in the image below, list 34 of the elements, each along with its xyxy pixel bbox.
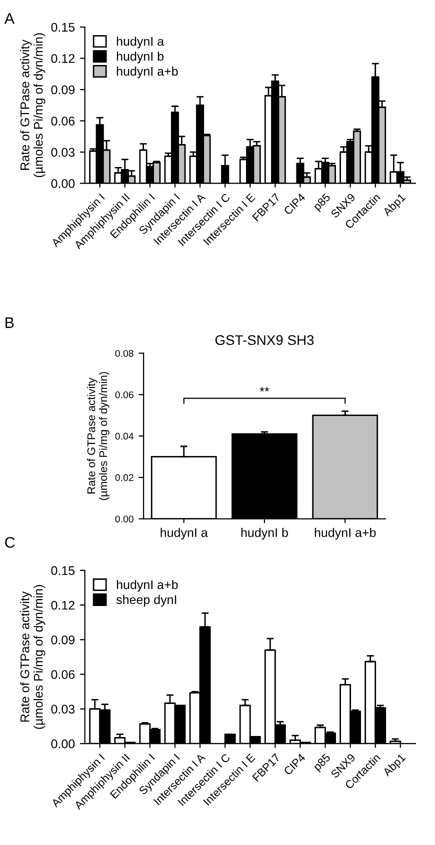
y-tick-label: 0.06 — [51, 116, 75, 126]
y-tick-label: 0.00 — [115, 516, 134, 522]
legend-label: sheep dynI — [116, 594, 176, 607]
x-tick-label: hudynI b — [241, 528, 288, 540]
y-tick-label: 0.03 — [51, 148, 75, 157]
y-tick-label: 0.12 — [51, 54, 74, 63]
x-tick-label: p85 — [312, 192, 332, 212]
y-tick-label: 0.09 — [51, 85, 75, 94]
y-axis-title: Rate of GTPase activity (µmoles Pi/mg of dyn/min) — [20, 33, 46, 178]
legend-label: hudynI b — [116, 52, 164, 64]
chart-title: GST-SNX9 SH3 — [215, 335, 314, 346]
text: A — [4, 13, 15, 24]
x-tick-label: hudynI a+b — [314, 528, 376, 540]
y-tick-label: 0.15 — [51, 566, 75, 576]
y-tick-label: 0.02 — [115, 474, 134, 482]
legend-label: hudynI a+b — [116, 66, 178, 78]
y-tick-label: 0.00 — [51, 179, 75, 188]
annotation: ** — [260, 387, 270, 392]
y-tick-label: 0.06 — [115, 391, 134, 398]
legend-label: hudynI a — [116, 36, 164, 48]
y-tick-label: 0.08 — [115, 350, 134, 357]
y-axis-title: Rate of GTPase activity (µmoles Pi/mg of dyn/min) — [20, 585, 46, 729]
y-tick-label: 0.09 — [51, 635, 75, 644]
text: B — [6, 317, 14, 328]
y-tick-label: 0.03 — [51, 704, 75, 714]
text: C — [5, 536, 15, 548]
y-tick-label: 0.12 — [51, 600, 74, 610]
x-tick-label: hudynI a — [160, 528, 208, 540]
y-axis-title: Rate of GTPase activity (µmoles Pi/mg of dyn/min) — [87, 372, 110, 500]
y-tick-label: 0.00 — [51, 739, 75, 748]
legend-label: hudynI a+b — [116, 580, 178, 592]
y-tick-label: 0.06 — [51, 670, 75, 679]
y-tick-label: 0.04 — [115, 432, 134, 440]
y-tick-label: 0.15 — [51, 22, 75, 32]
